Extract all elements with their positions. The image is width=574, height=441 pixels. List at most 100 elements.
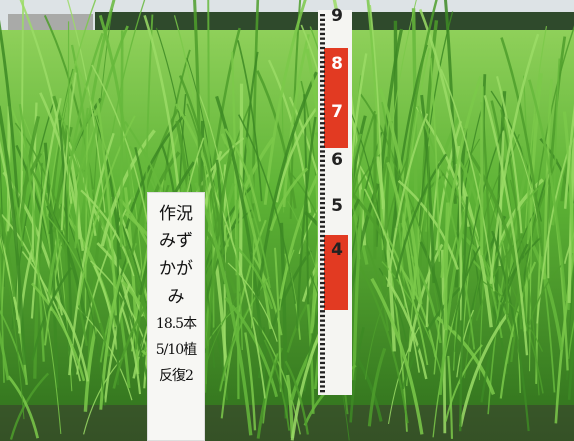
- ruler-label: 6: [331, 150, 343, 170]
- blade: [480, 243, 529, 403]
- blade: [378, 267, 408, 343]
- blade: [98, 14, 134, 202]
- blade: [99, 274, 122, 410]
- ruler-tick: [320, 117, 325, 120]
- ruler-tick: [320, 93, 325, 97]
- ruler-tick: [320, 131, 325, 134]
- blade: [528, 262, 565, 326]
- blade: [458, 196, 469, 432]
- sign-line: 作況: [159, 204, 193, 224]
- blade: [420, 94, 436, 284]
- blade: [395, 153, 448, 280]
- blade: [381, 157, 409, 260]
- blade: [263, 0, 307, 205]
- ruler-tick: [320, 89, 325, 92]
- blade: [7, 375, 40, 439]
- blade: [370, 277, 424, 435]
- blade: [349, 326, 365, 423]
- blade: [238, 114, 297, 304]
- ruler-red: [324, 48, 348, 148]
- blade: [440, 68, 495, 292]
- blade: [0, 105, 27, 365]
- ruler-tick: [320, 338, 325, 341]
- blade: [426, 146, 430, 272]
- blade: [0, 206, 17, 297]
- blade: [387, 151, 440, 315]
- ruler-tick: [320, 197, 325, 200]
- blade: [269, 167, 309, 232]
- blade: [74, 107, 89, 249]
- blade: [96, 242, 144, 317]
- ruler-tick: [320, 28, 325, 31]
- ruler-tick: [320, 385, 325, 388]
- blade: [352, 189, 365, 381]
- blade: [262, 353, 279, 424]
- blade: [483, 95, 529, 356]
- blade: [563, 103, 574, 209]
- ruler-tick: [320, 136, 325, 139]
- ruler-label: 8: [331, 54, 343, 74]
- ruler-tick: [320, 300, 325, 303]
- blade: [0, 329, 10, 381]
- ruler-tick: [320, 37, 325, 40]
- blade: [31, 267, 73, 361]
- blade: [121, 307, 142, 395]
- blade: [209, 182, 266, 399]
- ruler-tick: [320, 230, 325, 233]
- blade: [23, 119, 49, 217]
- ruler-tick: [320, 159, 325, 162]
- blade: [438, 169, 478, 396]
- blade: [282, 34, 311, 208]
- sign-line: 18.5本: [155, 316, 197, 332]
- ruler-tick: [320, 14, 325, 17]
- ruler-tick: [320, 192, 325, 195]
- ruler-tick: [320, 32, 325, 36]
- ruler-tick: [320, 51, 325, 54]
- blade: [237, 40, 263, 202]
- sign: 作況 みずかがみ 18.5本 5/10植 反復2: [147, 192, 205, 441]
- ruler-tick: [320, 61, 325, 64]
- ruler-label: 5: [331, 196, 343, 216]
- ruler-tick: [320, 234, 325, 238]
- ruler-tick: [320, 361, 325, 365]
- blade: [490, 187, 539, 271]
- ruler-tick: [320, 319, 325, 322]
- ruler: 9 8 7 6 5 4: [318, 6, 352, 395]
- blade: [567, 109, 574, 303]
- blade: [215, 95, 264, 345]
- blade: [263, 339, 291, 431]
- ruler-tick: [320, 263, 325, 266]
- ruler-tick: [320, 202, 325, 205]
- ruler-tick: [320, 343, 325, 346]
- blade: [416, 105, 476, 350]
- sign-line: 5/10植: [155, 342, 197, 358]
- ruler-tick: [320, 371, 325, 374]
- blade: [369, 4, 384, 210]
- ruler-tick: [320, 328, 325, 332]
- ruler-tick: [320, 108, 325, 111]
- blade: [397, 179, 459, 270]
- ruler-tick: [320, 164, 325, 167]
- blade: [279, 222, 289, 419]
- ruler-tick: [320, 18, 325, 21]
- blade: [80, 189, 136, 277]
- ruler-tick: [320, 98, 325, 101]
- blade: [0, 230, 25, 420]
- ruler-tick: [320, 23, 325, 26]
- ruler-tick: [320, 173, 325, 177]
- blade: [18, 248, 34, 334]
- ruler-label: 4: [331, 240, 343, 260]
- ruler-tick: [320, 286, 325, 289]
- blade: [74, 25, 129, 244]
- ruler-tick: [320, 366, 325, 369]
- blade: [380, 0, 417, 227]
- ruler-tick: [320, 375, 325, 379]
- blade: [211, 214, 215, 328]
- blade: [84, 123, 89, 315]
- blade: [359, 265, 409, 424]
- ruler-tick: [320, 126, 325, 130]
- blade: [275, 107, 318, 203]
- blade: [45, 214, 101, 324]
- ruler-tick: [320, 79, 325, 83]
- blade: [443, 202, 450, 331]
